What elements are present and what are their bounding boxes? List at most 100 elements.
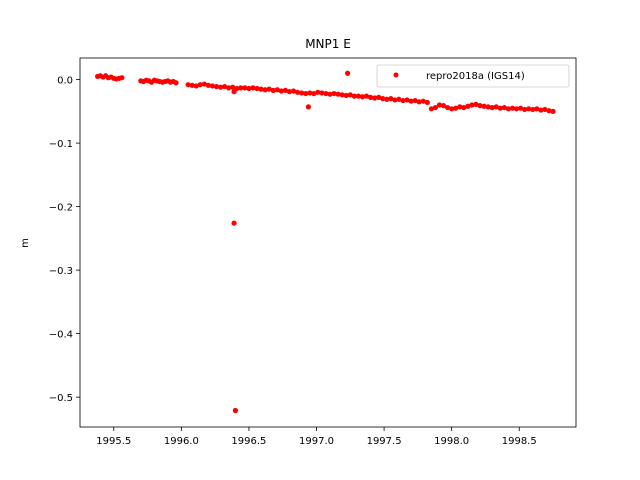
data-point bbox=[546, 108, 552, 114]
data-point bbox=[428, 106, 434, 112]
data-point bbox=[522, 106, 528, 113]
y-tick-label: −0.3 bbox=[49, 266, 73, 277]
data-point bbox=[242, 85, 248, 91]
data-point bbox=[359, 94, 366, 100]
data-point bbox=[445, 104, 451, 111]
x-tick-label: 1995.5 bbox=[96, 436, 131, 447]
data-point bbox=[303, 90, 309, 97]
data-point bbox=[440, 103, 447, 109]
data-point bbox=[376, 94, 382, 100]
data-point bbox=[270, 87, 276, 93]
data-point bbox=[505, 106, 512, 112]
data-point bbox=[347, 92, 353, 98]
data-point bbox=[231, 220, 237, 226]
x-tick-label: 1996.0 bbox=[164, 436, 199, 447]
data-point bbox=[232, 407, 239, 414]
data-point bbox=[449, 106, 455, 112]
y-tick-label: −0.5 bbox=[49, 393, 73, 404]
data-point bbox=[290, 88, 297, 94]
data-point bbox=[345, 70, 351, 76]
data-point bbox=[246, 85, 252, 92]
data-point bbox=[230, 84, 236, 90]
y-tick-label: −0.1 bbox=[49, 139, 73, 150]
data-point bbox=[481, 103, 487, 109]
data-point bbox=[201, 81, 207, 87]
data-point bbox=[473, 101, 479, 107]
data-point bbox=[278, 88, 284, 94]
data-point bbox=[517, 105, 524, 111]
data-point bbox=[213, 83, 220, 90]
data-point bbox=[384, 96, 390, 102]
data-point bbox=[173, 80, 179, 86]
data-point bbox=[189, 82, 195, 88]
data-point bbox=[311, 90, 317, 97]
data-point bbox=[209, 83, 216, 89]
x-tick-label: 1997.5 bbox=[367, 436, 402, 447]
data-point bbox=[266, 86, 272, 92]
data-point bbox=[339, 92, 345, 98]
data-point bbox=[307, 90, 313, 96]
data-point bbox=[400, 97, 406, 104]
data-point bbox=[412, 97, 418, 104]
data-point bbox=[335, 91, 341, 97]
legend-marker bbox=[393, 72, 399, 78]
data-point bbox=[526, 106, 532, 112]
data-point bbox=[231, 89, 237, 95]
data-point bbox=[485, 104, 491, 110]
legend-box bbox=[376, 64, 570, 88]
data-point bbox=[282, 87, 289, 93]
data-point bbox=[331, 90, 337, 97]
data-point bbox=[457, 104, 463, 110]
data-point bbox=[534, 106, 540, 112]
data-point bbox=[424, 99, 430, 106]
data-point bbox=[513, 106, 520, 112]
x-tick-label: 1998.5 bbox=[502, 436, 537, 447]
data-point bbox=[501, 104, 507, 111]
data-point bbox=[509, 105, 516, 111]
data-point bbox=[432, 104, 439, 111]
data-point bbox=[497, 105, 503, 111]
data-point bbox=[408, 98, 414, 104]
x-tick-label: 1997.0 bbox=[299, 436, 334, 447]
data-point bbox=[420, 98, 426, 104]
y-axis-label: m bbox=[20, 238, 31, 248]
data-point bbox=[367, 94, 374, 100]
data-point bbox=[542, 106, 548, 113]
data-point bbox=[416, 99, 422, 105]
legend: repro2018a (IGS14) bbox=[376, 64, 570, 88]
data-point bbox=[363, 93, 370, 99]
data-point bbox=[372, 95, 378, 101]
data-point bbox=[461, 104, 467, 111]
data-point bbox=[550, 108, 556, 114]
data-point bbox=[205, 82, 211, 88]
data-point bbox=[355, 93, 362, 99]
data-point bbox=[530, 106, 536, 113]
data-point bbox=[436, 102, 443, 108]
data-point bbox=[238, 85, 244, 91]
data-point bbox=[396, 96, 402, 102]
data-point bbox=[315, 89, 321, 95]
data-point bbox=[493, 104, 499, 110]
data-point bbox=[388, 96, 394, 102]
data-point bbox=[343, 92, 349, 99]
data-point bbox=[286, 89, 293, 95]
data-points bbox=[94, 70, 556, 414]
y-tick-label: −0.4 bbox=[49, 330, 73, 341]
y-tick-label: −0.2 bbox=[49, 203, 73, 214]
x-tick-label: 1996.5 bbox=[231, 436, 266, 447]
data-point bbox=[489, 104, 495, 111]
data-point bbox=[254, 85, 260, 92]
data-point bbox=[250, 85, 256, 91]
data-point bbox=[380, 96, 386, 102]
data-point bbox=[305, 104, 311, 110]
chart-title: MNP1 E bbox=[305, 37, 351, 51]
data-point bbox=[469, 102, 475, 108]
data-point bbox=[197, 82, 203, 88]
data-point bbox=[465, 103, 471, 109]
data-point bbox=[185, 82, 191, 88]
y-axis-ticks: 0.0 −0.1 −0.2 −0.3 −0.4 −0.5 bbox=[49, 76, 80, 404]
data-point bbox=[392, 97, 398, 103]
data-point bbox=[327, 91, 333, 97]
x-axis-ticks: 1995.5 1996.0 1996.5 1997.0 1997.5 1998.0 1998… bbox=[96, 427, 537, 447]
